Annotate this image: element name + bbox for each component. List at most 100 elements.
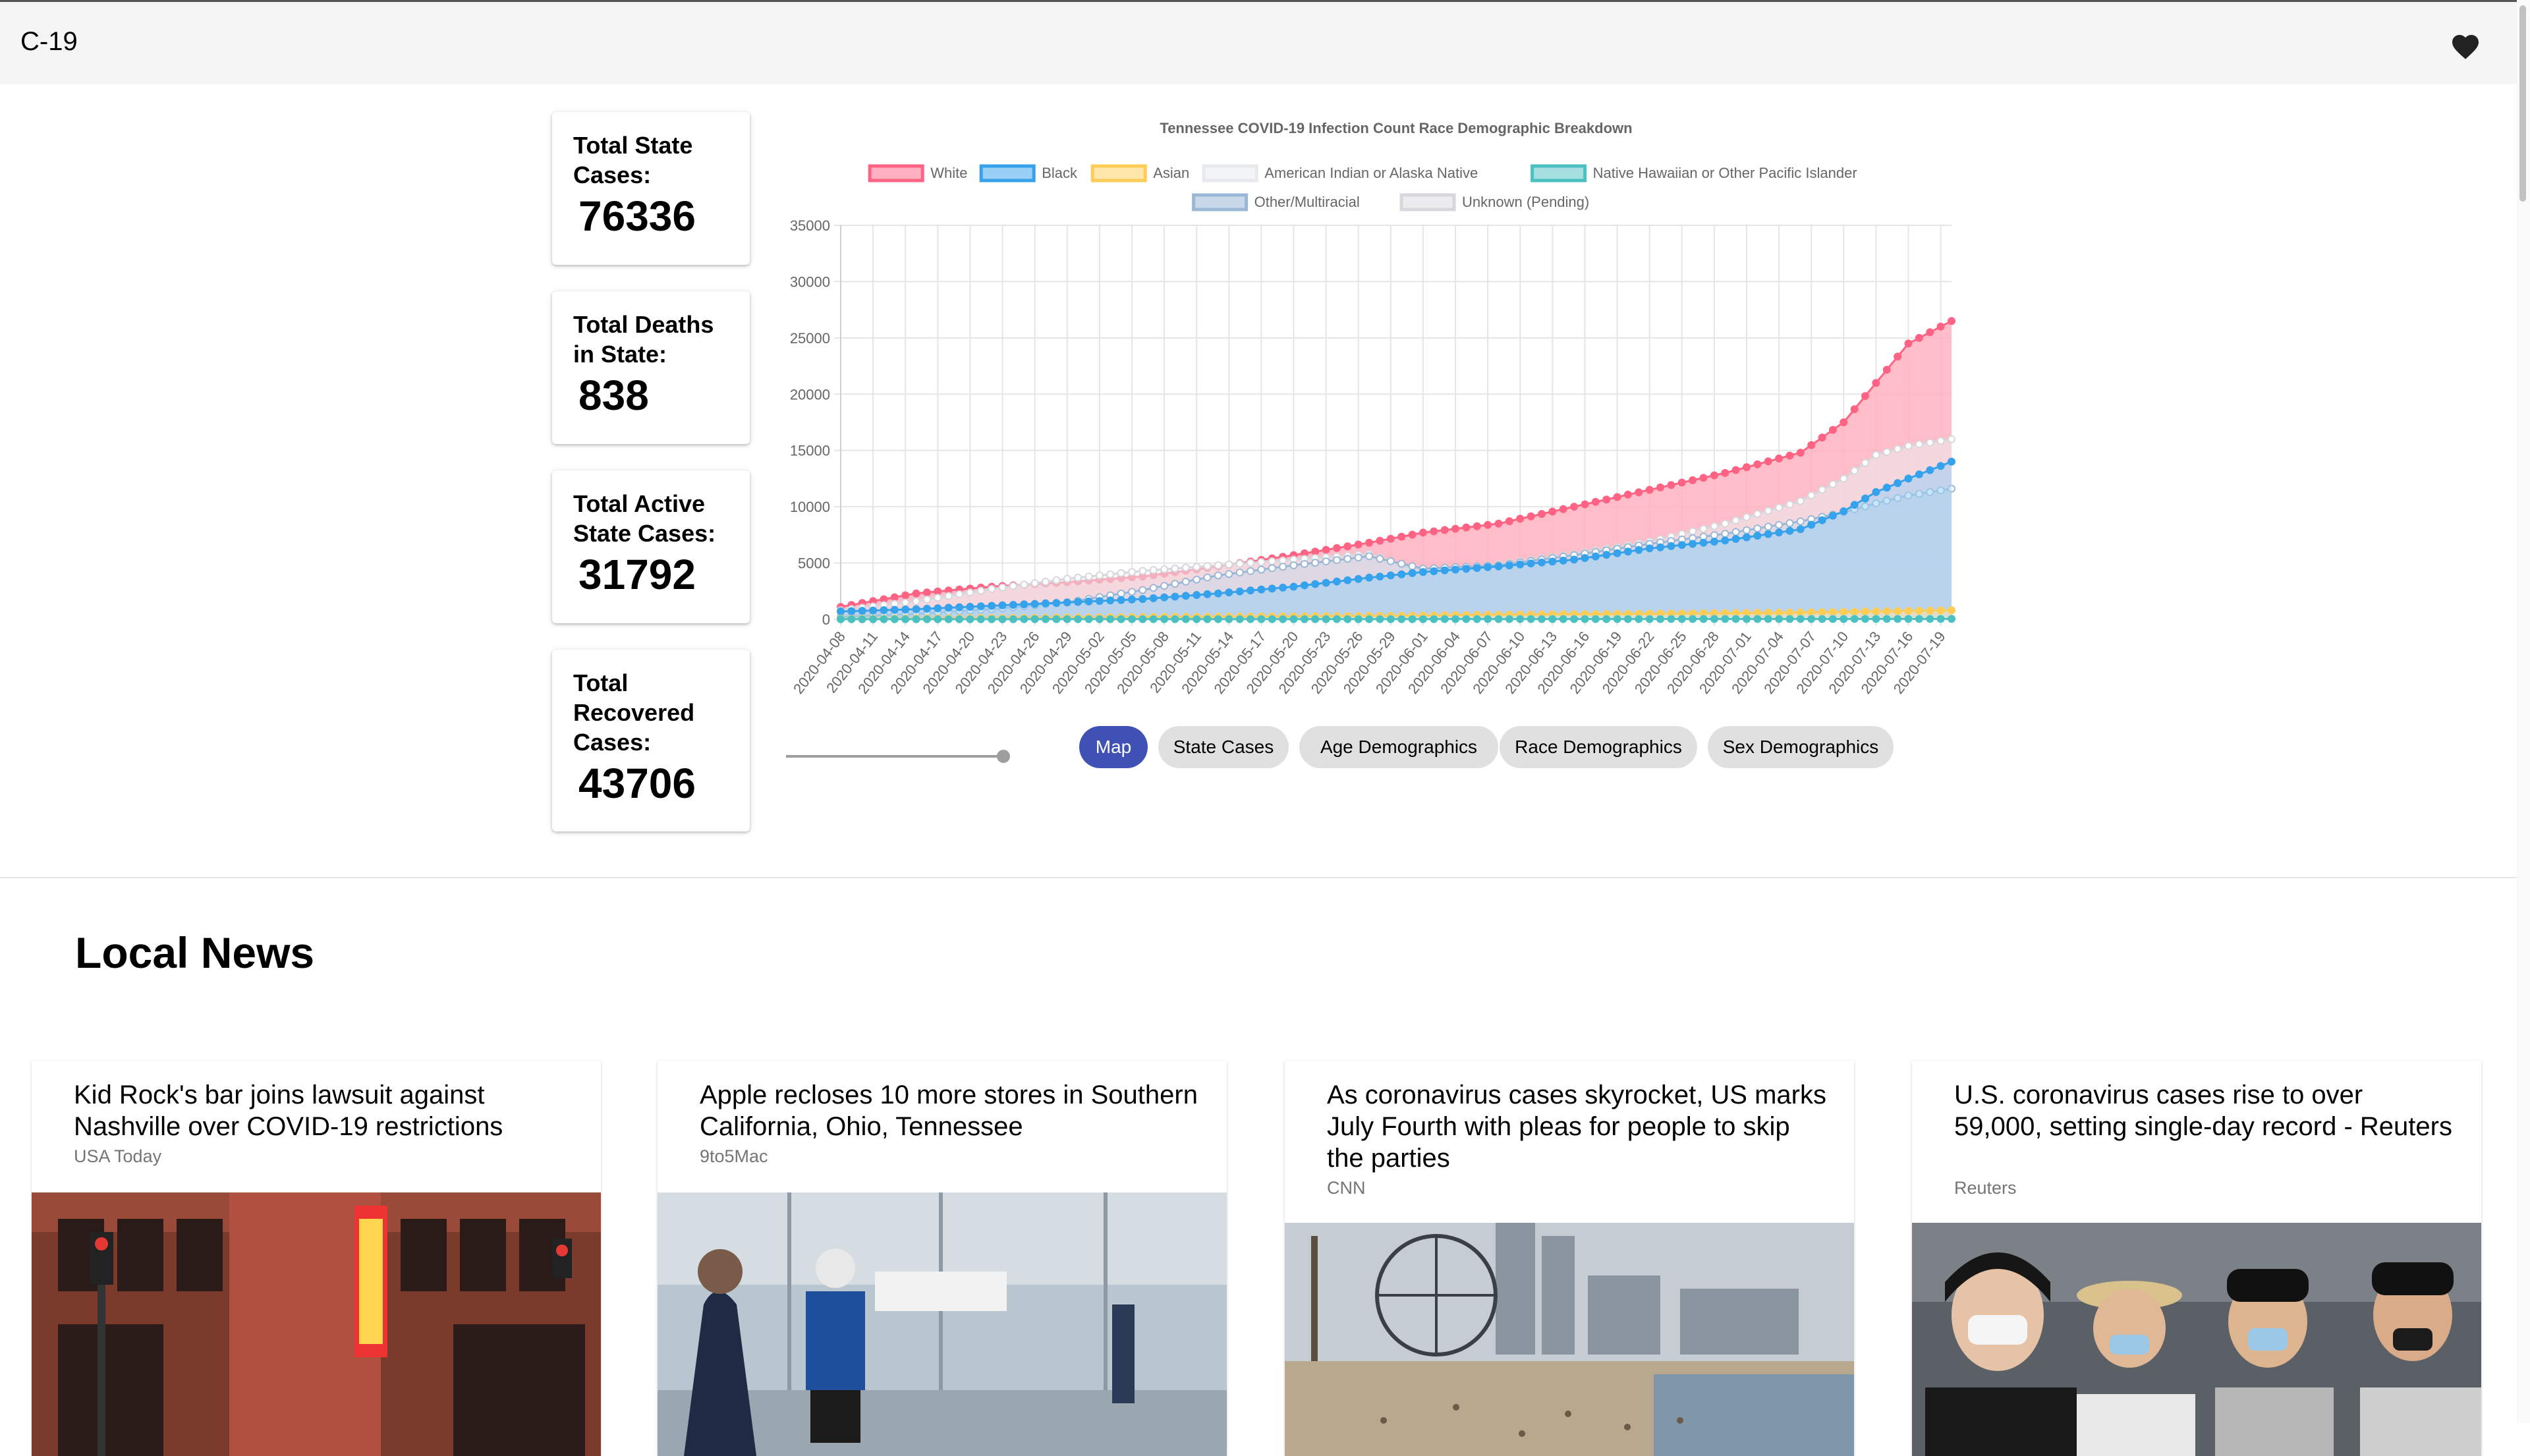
data-point [1828,426,1837,434]
data-point [1538,558,1546,567]
race-demographics-button[interactable]: Race Demographics [1500,726,1697,768]
stat-label: Total Recovered Cases: [573,669,695,756]
data-point [966,588,974,597]
news-card[interactable]: Kid Rock's bar joins lawsuit against Nas… [32,1061,601,1456]
data-point [1106,596,1115,605]
heart-icon[interactable] [2450,31,2481,60]
news-image-beach-crowd[interactable] [1285,1223,1854,1456]
data-point [1721,530,1729,538]
data-point [1926,615,1934,623]
data-point [1764,615,1772,623]
stat-card-total-cases: Total State Cases: 76336 [552,112,750,265]
data-point [1710,531,1718,540]
data-point [1322,557,1330,566]
news-image-masked-people[interactable] [1912,1223,2481,1456]
data-point [955,615,964,623]
data-point [1656,543,1664,551]
data-point [1775,503,1784,512]
data-point [1785,451,1794,460]
news-card[interactable]: Apple recloses 10 more stores in Souther… [658,1061,1227,1456]
data-point [1203,590,1212,598]
data-point [1527,615,1535,623]
data-point [1386,534,1395,543]
news-title[interactable]: U.S. coronavirus cases rise to over 59,0… [1954,1080,2452,1141]
data-point [1193,615,1201,623]
data-point [1840,607,1848,616]
data-point [1257,558,1266,567]
data-point [1203,562,1212,571]
stat-card-recovered-cases: Total Recovered Cases: 43706 [552,650,750,831]
data-point [1171,564,1179,573]
data-point [1225,615,1233,623]
data-point [901,591,910,600]
data-point [1743,463,1751,472]
age-demographics-button[interactable]: Age Demographics [1299,726,1498,768]
data-point [1915,607,1923,615]
news-image-apple-store[interactable] [658,1192,1227,1456]
data-point [934,604,942,613]
data-point [1106,570,1115,578]
y-tick-label: 20000 [790,386,830,403]
data-point [1710,522,1718,530]
data-point [1408,569,1417,577]
data-point [1689,540,1697,548]
app-title: C-19 [20,27,78,56]
news-title[interactable]: Kid Rock's bar joins lawsuit against Nas… [74,1080,503,1141]
scrollbar-thumb[interactable] [2519,5,2526,202]
data-point [1894,479,1902,488]
data-point [1699,538,1708,547]
sex-demographics-button[interactable]: Sex Demographics [1708,726,1894,768]
data-point [1376,555,1384,563]
data-point [1948,435,1955,443]
data-point [912,589,920,598]
map-button[interactable]: Map [1079,726,1148,768]
data-point [1840,418,1848,426]
data-point [1247,615,1254,623]
data-point [1904,441,1913,450]
data-point [1828,511,1837,520]
data-point [1020,615,1028,623]
data-point [934,594,942,602]
data-point [1300,615,1308,623]
data-point [1333,577,1341,586]
data-point [955,603,964,611]
data-point [1764,530,1772,538]
data-point [1171,580,1179,588]
data-point [1128,596,1136,603]
news-card[interactable]: As coronavirus cases skyrocket, US marks… [1285,1061,1854,1456]
data-point [880,615,888,623]
data-point [1743,615,1751,623]
data-point [1419,615,1427,623]
data-point [1322,615,1330,623]
legend-swatch [1192,193,1249,211]
data-point [837,607,845,615]
data-point [1894,607,1902,615]
news-card[interactable]: U.S. coronavirus cases rise to over 59,0… [1912,1061,2481,1456]
data-point [1796,615,1805,623]
data-point [1872,379,1880,387]
data-point [1181,615,1190,623]
data-point [1440,526,1449,534]
date-slider-track[interactable] [786,755,1003,758]
scrollbar-track[interactable] [2517,0,2530,1423]
data-point [1365,615,1374,623]
data-point [1354,540,1363,549]
data-point [1484,520,1492,529]
data-point [1193,563,1201,571]
date-slider-thumb[interactable] [997,750,1010,763]
state-cases-button[interactable]: State Cases [1158,726,1289,768]
data-point [1247,559,1254,567]
data-point [1882,607,1891,615]
news-image-bar-storefront[interactable] [32,1192,601,1456]
data-point [1828,615,1837,623]
stat-value: 76336 [578,192,696,240]
data-point [1225,588,1233,597]
data-point [1645,615,1654,623]
y-tick-label: 10000 [790,499,830,515]
data-point [1850,607,1859,616]
data-point [1193,591,1201,600]
news-title[interactable]: As coronavirus cases skyrocket, US marks… [1327,1080,1826,1173]
news-title[interactable]: Apple recloses 10 more stores in Souther… [700,1080,1198,1141]
data-point [1807,491,1816,500]
data-point [1333,615,1341,623]
